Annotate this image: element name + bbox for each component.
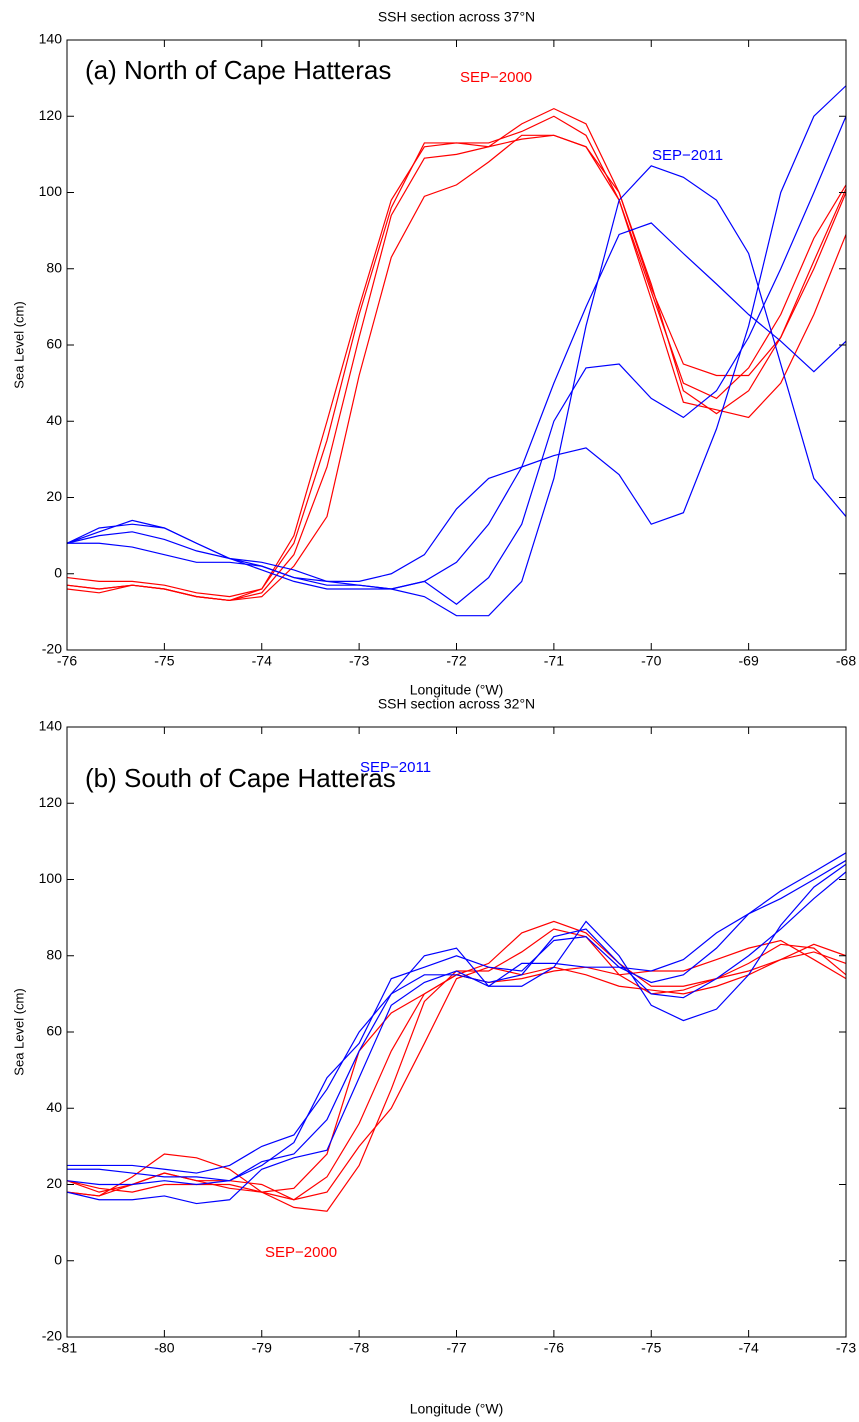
x-tick-label: -75	[641, 1340, 661, 1356]
data-line	[66, 951, 847, 1201]
x-tick-label: -71	[544, 653, 564, 669]
y-tick-label: 0	[54, 1251, 62, 1267]
x-tick-label: -76	[57, 653, 77, 669]
data-line	[66, 871, 847, 1186]
y-tick-label: 40	[46, 1099, 62, 1115]
data-line	[66, 165, 847, 617]
annotation: SEP−2011	[652, 147, 723, 164]
x-tick-label: -74	[739, 1340, 759, 1356]
x-tick-label: -75	[154, 653, 174, 669]
x-axis-label: Longitude (°W)	[410, 1401, 504, 1417]
annotation: SEP−2011	[360, 759, 431, 776]
x-tick-label: -77	[446, 1340, 466, 1356]
plot-area	[67, 40, 846, 650]
x-axis-label: Longitude (°W)	[410, 682, 504, 698]
plot-area	[67, 727, 846, 1337]
x-tick-label: -78	[349, 1340, 369, 1356]
x-tick-label: -73	[349, 653, 369, 669]
y-tick-label: 120	[39, 794, 63, 810]
x-tick-label: -79	[252, 1340, 272, 1356]
x-tick-label: -76	[544, 1340, 564, 1356]
annotation: (a) North of Cape Hatteras	[85, 55, 391, 85]
y-axis-label: Sea Level (cm)	[11, 988, 26, 1075]
y-tick-label: 40	[46, 412, 62, 428]
y-tick-label: 140	[39, 31, 63, 47]
y-tick-label: 0	[54, 564, 62, 580]
chart-title: SSH section across 37°N	[378, 9, 535, 25]
y-axis-label: Sea Level (cm)	[11, 301, 26, 388]
y-tick-label: 100	[39, 183, 63, 199]
x-tick-label: -74	[252, 653, 272, 669]
y-tick-label: 120	[39, 107, 63, 123]
data-line	[66, 134, 847, 602]
annotation: (b) South of Cape Hatteras	[85, 763, 396, 793]
y-tick-label: 100	[39, 870, 63, 886]
annotation: SEP−2000	[460, 69, 532, 86]
data-line	[67, 863, 847, 1174]
x-tick-label: -72	[446, 653, 466, 669]
annotation: SEP−2000	[265, 1244, 337, 1261]
x-tick-label: -80	[154, 1340, 174, 1356]
y-tick-label: 60	[46, 1023, 62, 1039]
y-tick-label: 20	[46, 488, 62, 504]
x-tick-label: -69	[739, 653, 759, 669]
x-tick-label: -81	[57, 1340, 77, 1356]
x-tick-label: -70	[641, 653, 661, 669]
y-tick-label: -20	[42, 641, 62, 657]
x-tick-label: -68	[836, 653, 856, 669]
y-tick-label: 60	[46, 336, 62, 352]
y-tick-label: 140	[39, 718, 63, 734]
data-line	[66, 85, 847, 582]
y-tick-label: 20	[46, 1175, 62, 1191]
data-line	[67, 852, 847, 1182]
chart-title: SSH section across 32°N	[378, 696, 535, 712]
y-tick-label: -20	[42, 1328, 62, 1344]
y-tick-label: 80	[46, 946, 62, 962]
data-line	[66, 859, 847, 1205]
data-line	[67, 116, 847, 606]
x-tick-label: -73	[836, 1340, 856, 1356]
y-tick-label: 80	[46, 259, 62, 275]
